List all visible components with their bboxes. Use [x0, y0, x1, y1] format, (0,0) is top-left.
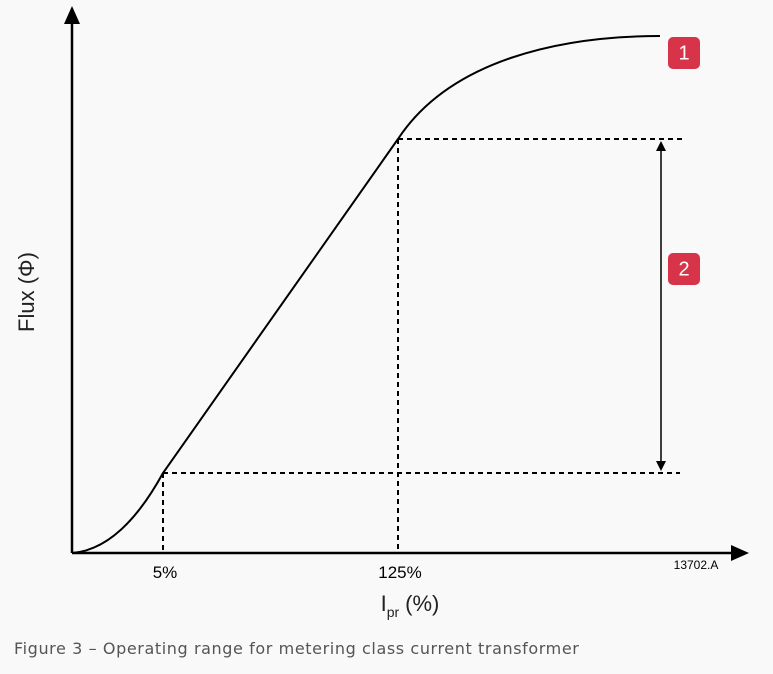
x-label-suffix: (%)	[405, 591, 439, 616]
y-axis-arrow	[64, 6, 80, 24]
badge	[668, 253, 700, 285]
badge-label: 1	[678, 42, 689, 64]
figure-code: 13702.A	[674, 558, 719, 572]
x-label-main: I	[381, 591, 387, 616]
x-tick-label: 125%	[378, 563, 421, 582]
caption: Figure 3 – Operating range for metering …	[14, 639, 579, 658]
y-axis-label: Flux (Φ)	[14, 252, 39, 332]
x-label-sub: pr	[387, 604, 400, 620]
x-axis-label: Ipr (%)	[381, 591, 440, 620]
x-axis-arrow	[731, 545, 749, 561]
guides	[162, 138, 682, 553]
x-tick-label: 5%	[153, 563, 178, 582]
badge	[668, 37, 700, 69]
badge-label: 2	[678, 258, 689, 280]
flux-curve	[71, 35, 661, 554]
